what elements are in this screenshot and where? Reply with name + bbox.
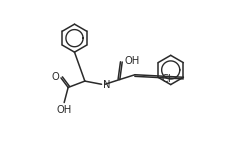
Text: O: O — [51, 72, 59, 82]
Text: Cl: Cl — [162, 74, 171, 84]
Text: OH: OH — [57, 105, 72, 115]
Text: N: N — [103, 80, 111, 90]
Text: OH: OH — [124, 56, 139, 66]
